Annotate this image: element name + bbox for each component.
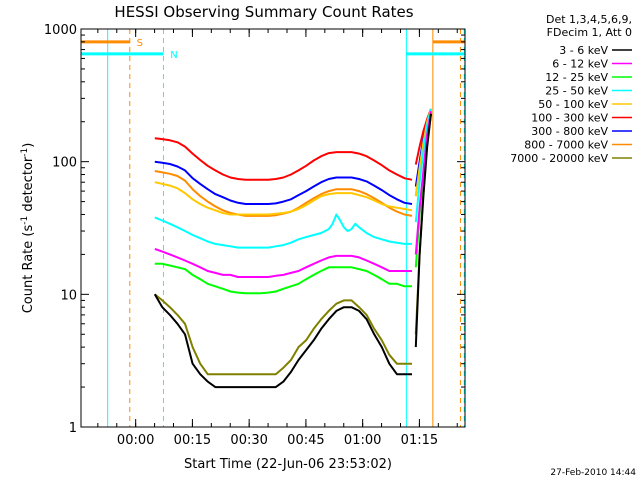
legend-label-25-50-kev: 25 - 50 keV xyxy=(545,85,608,98)
series-line-6-12-kev-segment-2 xyxy=(414,111,432,255)
y-axis-label-superscript-1: -1 xyxy=(20,216,30,225)
y-tick-label-1: 1 xyxy=(69,421,77,436)
plot-area: SN xyxy=(81,29,465,427)
series-line-7000-20000-kev-segment-1 xyxy=(154,293,412,376)
legend-header-line-2: FDecim 1, Att 0 xyxy=(547,26,632,39)
y-axis-label-part-1: Count Rate (s xyxy=(21,225,36,314)
y-tick-label-10: 10 xyxy=(60,288,77,303)
legend-label-300-800-kev: 300 - 800 keV xyxy=(531,125,608,138)
series-line-25-50-kev-segment-2 xyxy=(414,108,432,223)
plot-frame xyxy=(80,28,466,428)
legend-label-800-7000-kev: 800 - 7000 keV xyxy=(524,139,608,152)
legend-label-12-25-kev: 12 - 25 keV xyxy=(545,71,608,84)
x-axis-label: Start Time (22-Jun-06 23:53:02) xyxy=(184,457,392,472)
flag-label-s: S xyxy=(137,38,143,49)
chart-title: HESSI Observing Summary Count Rates xyxy=(114,3,413,21)
series-line-3-6-kev-segment-2 xyxy=(414,113,432,348)
legend-header-line-1: Det 1,3,4,5,6,9, xyxy=(546,13,632,26)
series-line-100-300-kev-segment-1 xyxy=(154,137,413,181)
x-tick-label-01:00: 01:00 xyxy=(344,433,381,448)
legend-label-50-100-kev: 50 - 100 keV xyxy=(538,98,608,111)
series-line-12-25-kev-segment-1 xyxy=(154,262,412,295)
y-axis-label-part-3: ) xyxy=(21,143,36,148)
series-line-3-6-kev-segment-1 xyxy=(153,293,412,389)
series-line-6-12-kev-segment-1 xyxy=(154,247,412,278)
series-line-50-100-kev-segment-1 xyxy=(154,181,413,216)
legend-label-7000-20000-kev: 7000 - 20000 keV xyxy=(510,152,608,165)
x-tick-label-00:15: 00:15 xyxy=(174,433,211,448)
x-tick-label-00:45: 00:45 xyxy=(287,433,324,448)
flag-label-n: N xyxy=(170,50,177,61)
legend-label-100-300-kev: 100 - 300 keV xyxy=(531,112,608,125)
y-axis-label-part-2: detector xyxy=(21,156,36,216)
series-line-300-800-kev-segment-1 xyxy=(154,160,413,205)
y-tick-label-100: 100 xyxy=(52,156,77,171)
series-line-25-50-kev-segment-1 xyxy=(154,213,412,249)
legend: Det 1,3,4,5,6,9, FDecim 1, Att 0 3 - 6 k… xyxy=(510,13,632,165)
y-axis-label: Count Rate (s-1 detector-1) xyxy=(20,143,36,314)
axes: 00:00 00:15 00:30 00:45 01:00 01:15 1 10 100 1000 xyxy=(44,23,466,448)
x-tick-label-00:30: 00:30 xyxy=(230,433,267,448)
legend-label-6-12-kev: 6 - 12 keV xyxy=(552,58,608,71)
y-tick-label-1000: 1000 xyxy=(44,23,77,38)
footer-date: 27-Feb-2010 14:44 xyxy=(550,468,636,478)
y-axis-label-superscript-2: -1 xyxy=(20,148,30,157)
legend-label-3-6-kev: 3 - 6 keV xyxy=(559,44,608,57)
x-tick-label-01:15: 01:15 xyxy=(401,433,438,448)
x-tick-label-00:00: 00:00 xyxy=(117,433,154,448)
